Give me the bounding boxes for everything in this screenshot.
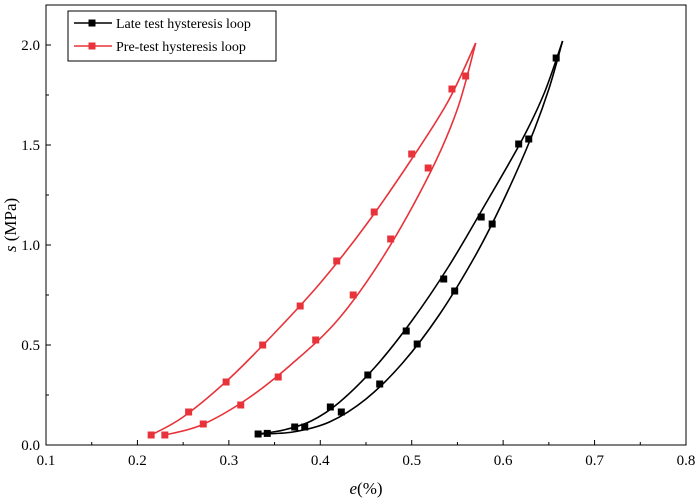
- series-0-point: [301, 423, 309, 431]
- plot-area: 0.1 0.2 0.3 0.4 0.5 0.6 0.7 0.8 0.0 0.5 1.0 1.5 2.0: [21, 4, 696, 469]
- legend-marker-late: [88, 19, 96, 27]
- x-tick-label: 0.4: [311, 453, 330, 469]
- series-1-point: [185, 408, 193, 416]
- series-curves: [150, 40, 564, 436]
- legend: Late test hysteresis loop Pre-test hyste…: [67, 10, 277, 62]
- series-1-point: [462, 72, 470, 80]
- x-tick-label: 0.2: [128, 453, 147, 469]
- y-tick-label: 2.0: [21, 38, 40, 54]
- series-1-point: [296, 302, 304, 310]
- series-1-point: [147, 431, 155, 439]
- series-0-point: [477, 213, 485, 221]
- y-tick-label: 0.5: [21, 338, 40, 354]
- legend-marker-pre: [88, 42, 96, 50]
- y-tick-label: 1.5: [21, 138, 40, 154]
- series-1-point: [424, 164, 432, 172]
- legend-label-pre: Pre-test hysteresis loop: [116, 40, 246, 55]
- x-axis-unit: (%): [357, 479, 382, 498]
- x-axis-symbol: e: [349, 479, 357, 498]
- y-axis-label: s (MPa): [1, 198, 20, 252]
- legend-label-late: Late test hysteresis loop: [116, 17, 251, 32]
- y-axis-symbol: s: [1, 245, 20, 252]
- series-0-point: [291, 423, 299, 431]
- y-tick-label: 0.0: [21, 438, 40, 454]
- x-tick-label: 0.1: [37, 453, 56, 469]
- legend-box: [67, 10, 277, 62]
- series-0-point: [440, 275, 448, 283]
- series-1-point: [448, 85, 456, 93]
- x-axis-label: e(%): [349, 479, 382, 498]
- series-0-point: [337, 408, 345, 416]
- series-1-point: [222, 378, 230, 386]
- series-1-point: [408, 150, 416, 158]
- x-tick-label: 0.5: [402, 453, 421, 469]
- series-0-point: [402, 327, 410, 335]
- series-0-point: [364, 371, 372, 379]
- series-1-point: [199, 420, 207, 428]
- series-1-point: [370, 208, 378, 216]
- series-0-point: [326, 403, 334, 411]
- y-axis-unit: (MPa): [1, 198, 20, 246]
- series-0-point: [515, 140, 523, 148]
- x-tick-label: 0.3: [219, 453, 238, 469]
- series-0-branch-0-line: [257, 40, 564, 435]
- series-0-point: [376, 380, 384, 388]
- x-tick-label: 0.8: [677, 453, 696, 469]
- series-1-point: [349, 291, 357, 299]
- x-tick-label: 0.6: [494, 453, 513, 469]
- series-0-point: [254, 430, 262, 438]
- series-0-point: [413, 340, 421, 348]
- series-1-point: [333, 257, 341, 265]
- series-0-point: [263, 429, 271, 437]
- y-axis-ticks: 0.0 0.5 1.0 1.5 2.0: [21, 38, 51, 454]
- series-0-point: [488, 220, 496, 228]
- series-0-point: [451, 287, 459, 295]
- series-0-point: [525, 135, 533, 143]
- series-0-point: [552, 54, 560, 62]
- series-1-point: [237, 401, 245, 409]
- series-1-branch-1-line: [164, 42, 477, 436]
- series-1-point: [259, 341, 267, 349]
- series-1-point: [274, 373, 282, 381]
- x-axis-ticks: 0.1 0.2 0.3 0.4 0.5 0.6 0.7 0.8: [37, 440, 696, 469]
- series-markers: [147, 54, 560, 439]
- y-tick-label: 1.0: [21, 238, 40, 254]
- x-tick-label: 0.7: [585, 453, 604, 469]
- series-1-point: [312, 336, 320, 344]
- series-1-branch-0-line: [150, 42, 477, 436]
- series-1-point: [161, 431, 169, 439]
- series-1-point: [387, 235, 395, 243]
- series-0-branch-1-line: [258, 40, 564, 435]
